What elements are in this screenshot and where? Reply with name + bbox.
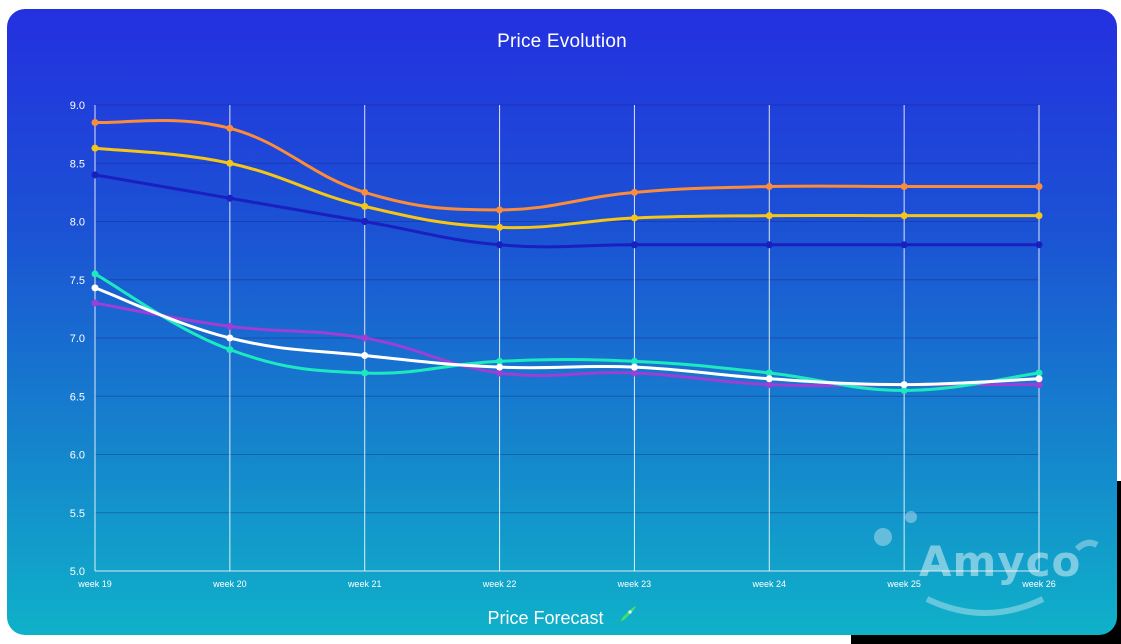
- x-tick-label: week 19: [77, 579, 112, 589]
- series-point-2: [1035, 212, 1043, 220]
- chart-card: Price Evolution 5.0 5.5 6.0 6.5 7.0 7.5 8.0 8.5…: [7, 9, 1117, 635]
- series-point-4: [226, 322, 234, 330]
- series-point-5: [630, 357, 638, 365]
- series-point-5: [361, 369, 369, 377]
- series-point-1: [361, 188, 369, 196]
- series-point-2: [226, 159, 234, 167]
- y-tick-label: 5.5: [70, 508, 85, 520]
- series-point-3: [765, 241, 773, 249]
- y-tick-label: 7.0: [70, 333, 85, 345]
- series-point-2: [496, 223, 504, 231]
- series-point-6: [630, 363, 638, 371]
- series-point-5: [1035, 369, 1043, 377]
- series-point-6: [496, 363, 504, 371]
- series-point-6: [900, 381, 908, 389]
- series-point-4: [496, 369, 504, 377]
- series-line-5: [93, 272, 1041, 392]
- x-tick-label: week 22: [482, 579, 517, 589]
- series-point-2: [900, 212, 908, 220]
- series-point-1: [900, 183, 908, 191]
- series-line-6: [93, 286, 1041, 387]
- y-tick-label: 8.0: [70, 217, 85, 229]
- series-point-1: [1035, 183, 1043, 191]
- y-tick-label: 9.0: [70, 100, 85, 112]
- series-point-3: [91, 171, 99, 179]
- chart-title: Price Evolution: [497, 31, 627, 52]
- series-point-5: [496, 357, 504, 365]
- series-point-1: [630, 188, 638, 196]
- series-line-2: [93, 146, 1041, 230]
- series-point-4: [765, 381, 773, 389]
- series-point-5: [765, 369, 773, 377]
- x-tick-label: week 25: [886, 579, 921, 589]
- series-point-3: [496, 241, 504, 249]
- y-tick-label: 7.5: [70, 275, 85, 287]
- series-point-6: [1035, 375, 1043, 383]
- series-point-4: [91, 299, 99, 307]
- series-point-2: [361, 202, 369, 210]
- y-tick-label: 8.5: [70, 158, 85, 170]
- series-point-1: [226, 124, 234, 132]
- series-point-3: [900, 241, 908, 249]
- line-chart: 5.0 5.5 6.0 6.5 7.0 7.5 8.0 8.5 9.0 week 19 week 2…: [70, 100, 1056, 589]
- series-point-6: [226, 334, 234, 342]
- series-point-1: [496, 206, 504, 214]
- series-point-6: [91, 284, 99, 292]
- watermark-text: Amyco: [919, 537, 1082, 586]
- series-line-4: [93, 301, 1041, 388]
- y-tick-label: 6.0: [70, 450, 85, 462]
- footer-label: Price Forecast: [487, 608, 604, 628]
- series-point-3: [1035, 241, 1043, 249]
- x-tick-label: week 20: [212, 579, 247, 589]
- series-point-3: [226, 194, 234, 202]
- series-point-2: [91, 144, 99, 152]
- series-point-3: [361, 218, 369, 225]
- series-point-6: [765, 375, 773, 383]
- x-tick-label: week 26: [1021, 579, 1056, 589]
- series-point-5: [900, 386, 908, 394]
- series-point-1: [765, 183, 773, 191]
- series-point-2: [630, 214, 638, 222]
- x-tick-label: week 23: [617, 579, 652, 589]
- series-point-1: [91, 118, 99, 126]
- series-line-3: [93, 173, 1041, 249]
- series-point-2: [765, 212, 773, 220]
- y-tick-label: 6.5: [70, 391, 85, 403]
- brand-logo-icon: [865, 499, 1105, 624]
- rocket-icon: [615, 605, 637, 632]
- series-point-4: [630, 369, 638, 377]
- series-point-3: [630, 241, 638, 249]
- y-tick-label: 5.0: [70, 566, 85, 578]
- chart-footer: Price Forecast: [7, 605, 1117, 632]
- series-point-6: [361, 351, 369, 359]
- series-point-4: [361, 334, 369, 342]
- series-point-5: [91, 270, 99, 278]
- x-tick-label: week 24: [752, 579, 787, 589]
- series-line-1: [93, 119, 1041, 212]
- x-tick-label: week 21: [347, 579, 382, 589]
- series-point-4: [1035, 381, 1043, 389]
- series-point-5: [226, 346, 234, 354]
